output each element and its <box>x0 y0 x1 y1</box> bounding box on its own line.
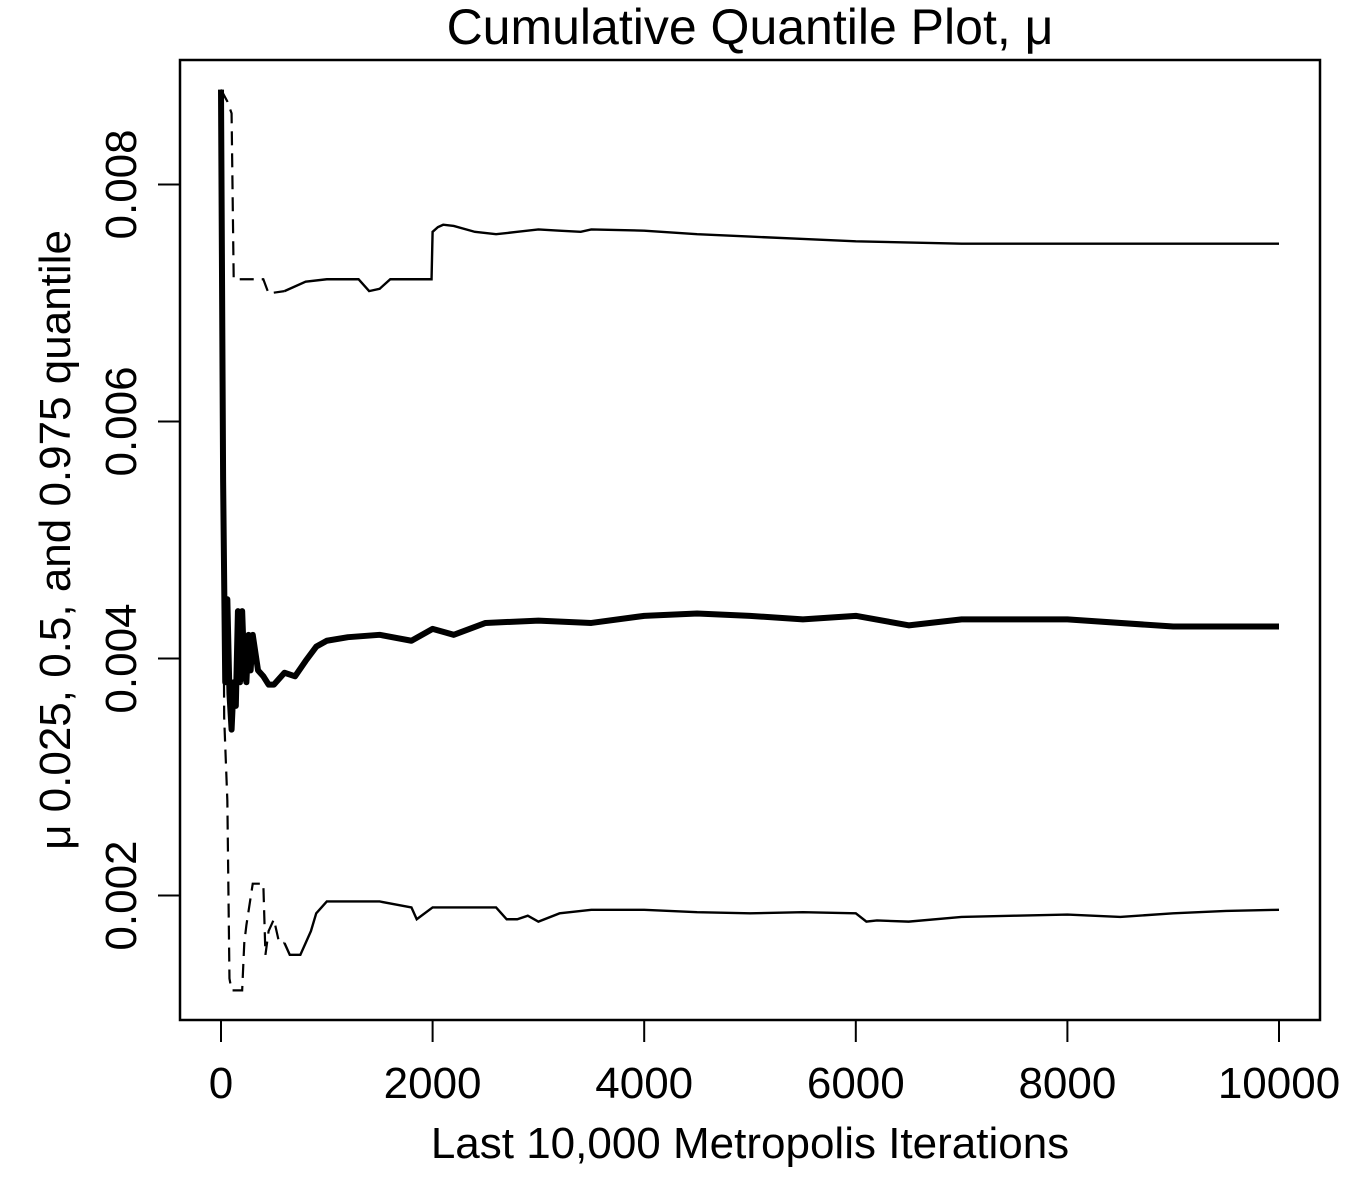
series-line-0-975-quantile-dashed <box>220 89 285 295</box>
series-layer <box>218 89 1280 992</box>
series-line-0-5-quantile <box>218 89 1279 733</box>
y-tick-label: 0.006 <box>97 366 146 476</box>
x-tick-label: 0 <box>209 1059 233 1108</box>
y-tick-label: 0.008 <box>97 129 146 239</box>
x-tick-label: 2000 <box>384 1059 482 1108</box>
y-tick-label: 0.002 <box>97 841 146 951</box>
x-tick-label: 10000 <box>1218 1059 1340 1108</box>
chart-title: Cumulative Quantile Plot, μ <box>447 0 1054 55</box>
series-line-0-975-quantile <box>283 223 1279 293</box>
x-axis: 0 2000 4000 6000 8000 10000 <box>209 1019 1340 1108</box>
x-axis-label: Last 10,000 Metropolis Iterations <box>431 1119 1069 1168</box>
x-tick-label: 6000 <box>807 1059 905 1108</box>
y-axis: 0.002 0.004 0.006 0.008 <box>97 129 181 951</box>
x-tick-label: 4000 <box>595 1059 693 1108</box>
series-line-0-025-quantile <box>283 900 1280 957</box>
plot-frame <box>178 58 1322 1022</box>
y-axis-label: μ 0.025, 0.5, and 0.975 quantile <box>31 230 80 850</box>
x-tick-label: 8000 <box>1018 1059 1116 1108</box>
y-tick-label: 0.004 <box>97 603 146 713</box>
series-line-0-025-quantile-dashed <box>219 89 285 992</box>
